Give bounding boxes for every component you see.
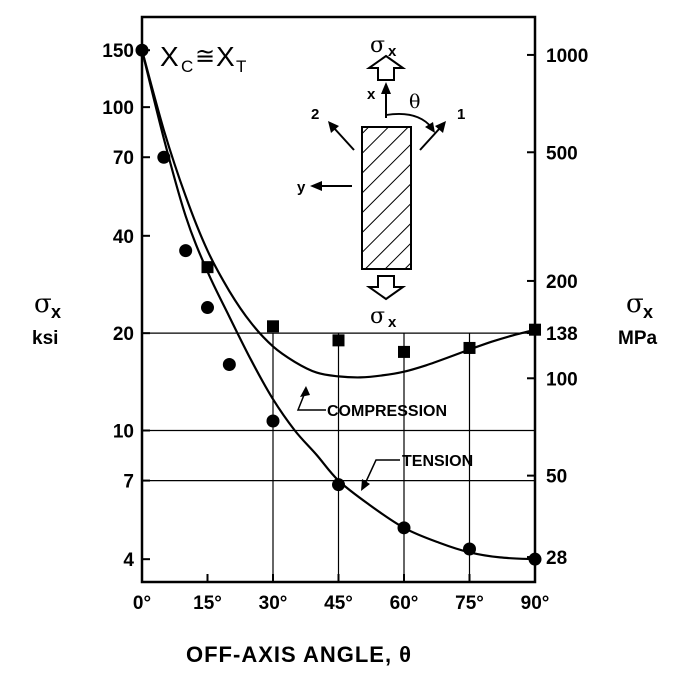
x-tick-label: 75° [455, 593, 484, 614]
tension-label-group: TENSION [361, 453, 473, 491]
condition-main-2: X [216, 41, 235, 72]
y-right-tick-label: 50 [546, 467, 567, 488]
y-left-tick-label: 10 [113, 421, 134, 442]
condition-annotation: X C ≅ X T [160, 41, 246, 76]
x-tick-label: 15° [193, 593, 222, 614]
data-markers [135, 43, 542, 566]
y-left-tick-label: 4 [123, 550, 134, 571]
inset-bottom-stress-symbol: σ [370, 304, 385, 329]
y-label-left-symbol: σ [34, 289, 52, 319]
inset-y-label: y [297, 179, 306, 196]
y-label-left-unit: ksi [32, 328, 58, 349]
y-label-left: σ x ksi [32, 289, 61, 349]
y-right-tick-label: 100 [546, 369, 578, 390]
y-right-tick-label: 200 [546, 272, 578, 293]
tension-curve [140, 49, 536, 561]
specimen-body [361, 126, 412, 270]
tension-point [201, 301, 214, 315]
compression-leader-arrowhead [300, 386, 310, 397]
tension-point [332, 478, 345, 492]
theta-arc-arrowhead [425, 122, 435, 133]
x-tick-label: 0° [133, 593, 151, 614]
tick-marks [141, 49, 536, 582]
x-axis-label: OFF-AXIS ANGLE, θ [186, 642, 412, 667]
fiber-1-arrow [419, 127, 441, 151]
inset-bottom-stress-sub: x [388, 314, 397, 331]
compression-leader [296, 389, 326, 411]
compression-curve [140, 49, 536, 379]
top-load-arrow [365, 54, 407, 81]
x-tick-label: 90° [521, 593, 550, 614]
y-right-tick-label: 28 [546, 548, 567, 569]
compression-point [463, 341, 476, 354]
inset-fiber-2-label: 2 [311, 106, 319, 123]
x-tick-label: 30° [259, 593, 288, 614]
y-left-tick-label: 70 [113, 148, 134, 169]
condition-approx: ≅ [195, 43, 215, 70]
tension-point [266, 414, 280, 428]
y-right-tick-label: 1000 [546, 46, 588, 67]
y-label-right-sub: x [643, 302, 653, 322]
tension-point [157, 150, 171, 164]
compression-point [332, 334, 345, 347]
bottom-load-arrow [365, 275, 407, 301]
inset-fiber-1-label: 1 [457, 106, 465, 123]
specimen-inset: σ x σ x x y 2 1 θ [297, 33, 465, 331]
y-label-right-symbol: σ [626, 289, 644, 319]
theta-arc [385, 113, 433, 129]
tension-point [397, 521, 411, 535]
inset-theta-label: θ [409, 91, 420, 113]
y-label-left-sub: x [51, 302, 61, 322]
y-right-tick-label: 138 [546, 324, 578, 345]
tension-point [463, 542, 476, 556]
tension-point [179, 244, 193, 258]
tension-leader [363, 459, 400, 487]
y-left-tick-label: 20 [113, 324, 134, 345]
condition-main: X [160, 41, 179, 72]
x-tick-label: 45° [324, 593, 353, 614]
x-tick-label: 60° [390, 593, 419, 614]
fiber-2-arrowhead [328, 121, 339, 133]
y-label-right-unit: MPa [618, 328, 658, 349]
tension-leader-arrowhead [361, 479, 370, 491]
compression-label-group: COMPRESSION [296, 386, 447, 420]
grid-lines [142, 332, 535, 582]
tension-point [222, 357, 236, 371]
inset-top-stress-symbol: σ [370, 33, 385, 58]
fiber-1-arrowhead [435, 121, 446, 133]
compression-point [398, 345, 410, 358]
compression-point [201, 261, 214, 274]
y-left-tick-label: 40 [113, 227, 134, 248]
inset-x-label: x [367, 86, 376, 103]
compression-label: COMPRESSION [327, 403, 447, 420]
fiber-2-arrow [333, 127, 355, 151]
condition-sub1: C [181, 57, 193, 76]
inset-top-stress-sub: x [388, 43, 397, 60]
y-left-tick-label: 7 [123, 472, 134, 493]
tension-label: TENSION [402, 453, 473, 470]
tick-labels: 150 100 70 40 20 10 7 4 1000 500 200 138 100 50 28 0° 15… [102, 41, 588, 614]
y-left-tick-label: 100 [102, 98, 134, 119]
condition-sub2: T [236, 57, 246, 76]
y-axis-arrowhead [310, 181, 322, 191]
compression-point [267, 320, 279, 333]
x-axis-arrowhead [381, 82, 391, 94]
y-label-right: σ x MPa [618, 289, 658, 349]
y-right-tick-label: 500 [546, 143, 578, 164]
y-left-tick-label: 150 [102, 41, 134, 62]
